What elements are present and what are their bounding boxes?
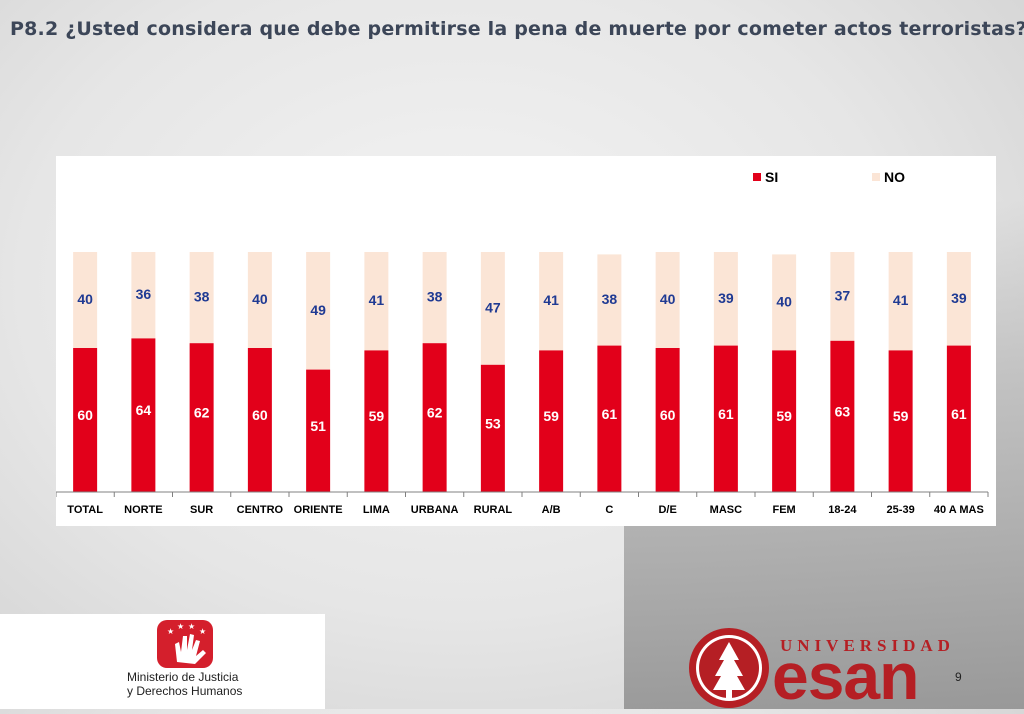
label-no-13: 37 xyxy=(835,287,851,303)
bar-no-8 xyxy=(539,252,564,351)
label-si-5: 59 xyxy=(369,408,385,424)
label-no-10: 40 xyxy=(660,291,676,307)
category-label-11: MASC xyxy=(710,504,742,516)
label-no-3: 40 xyxy=(252,291,268,307)
bar-si-14 xyxy=(888,350,913,492)
label-si-0: 60 xyxy=(77,407,93,423)
category-label-5: LIMA xyxy=(363,504,390,516)
bar-no-9 xyxy=(597,254,622,346)
esan-seal-icon xyxy=(689,628,769,708)
bar-si-8 xyxy=(539,350,564,492)
bar-no-7 xyxy=(480,252,505,365)
page-number: 9 xyxy=(955,670,962,684)
bar-no-4 xyxy=(306,252,331,370)
category-label-12: FEM xyxy=(773,504,796,516)
ministerio-line1: Ministerio de Justicia xyxy=(127,670,239,684)
label-si-12: 59 xyxy=(776,408,792,424)
svg-text:★: ★ xyxy=(199,627,206,636)
svg-text:★: ★ xyxy=(177,622,184,631)
label-si-1: 64 xyxy=(136,402,152,418)
label-no-6: 38 xyxy=(427,289,443,305)
category-label-7: RURAL xyxy=(474,504,513,516)
legend-swatch-no xyxy=(872,173,880,181)
label-si-10: 60 xyxy=(660,407,676,423)
label-si-2: 62 xyxy=(194,405,210,421)
bar-si-3 xyxy=(247,348,272,492)
category-label-1: NORTE xyxy=(124,504,163,516)
ministerio-line2: y Derechos Humanos xyxy=(127,684,243,698)
category-label-9: C xyxy=(605,504,613,516)
label-no-15: 39 xyxy=(951,290,967,306)
svg-text:★: ★ xyxy=(188,622,195,631)
label-si-7: 53 xyxy=(485,415,501,431)
label-no-7: 47 xyxy=(485,299,501,315)
bar-si-2 xyxy=(189,343,214,492)
hand-logo-icon: ★ ★ ★ ★ xyxy=(157,620,213,668)
label-si-9: 61 xyxy=(602,406,618,422)
bar-si-4 xyxy=(306,369,331,492)
category-label-8: A/B xyxy=(542,504,561,516)
label-si-14: 59 xyxy=(893,408,909,424)
label-si-4: 51 xyxy=(310,418,326,434)
bar-no-12 xyxy=(772,254,797,351)
label-si-15: 61 xyxy=(951,406,967,422)
legend-swatch-si xyxy=(753,173,761,181)
label-no-14: 41 xyxy=(893,292,909,308)
bar-no-6 xyxy=(422,252,447,344)
bar-si-10 xyxy=(655,348,680,492)
bar-si-11 xyxy=(713,345,738,492)
label-si-8: 59 xyxy=(543,408,559,424)
label-no-2: 38 xyxy=(194,289,210,305)
category-label-2: SUR xyxy=(190,504,213,516)
bar-si-6 xyxy=(422,343,447,492)
bar-no-11 xyxy=(713,252,738,346)
bar-si-9 xyxy=(597,345,622,492)
category-label-0: TOTAL xyxy=(67,504,103,516)
label-no-4: 49 xyxy=(310,302,326,318)
bar-si-7 xyxy=(480,364,505,492)
esan-universidad-text: UNIVERSIDAD xyxy=(780,636,955,655)
category-label-14: 25-39 xyxy=(887,504,915,516)
label-no-11: 39 xyxy=(718,290,734,306)
category-label-3: CENTRO xyxy=(237,504,284,516)
bar-no-5 xyxy=(364,252,389,351)
bar-no-10 xyxy=(655,252,680,348)
category-label-13: 18-24 xyxy=(828,504,857,516)
bar-no-2 xyxy=(189,252,214,344)
stacked-bar-chart: 60 40 TOTAL 64 36 NORTE 62 38 SUR 60 40 CENTRO 51 49 O… xyxy=(56,169,989,516)
svg-text:★: ★ xyxy=(167,627,174,636)
bar-no-15 xyxy=(946,252,971,346)
label-no-5: 41 xyxy=(369,292,385,308)
bar-no-3 xyxy=(247,252,272,348)
page-title: P8.2 ¿Usted considera que debe permitirs… xyxy=(10,18,1024,40)
bar-si-13 xyxy=(830,340,855,492)
bar-si-15 xyxy=(946,345,971,492)
legend-label-si: SI xyxy=(765,169,778,185)
bar-no-0 xyxy=(73,252,98,348)
label-no-8: 41 xyxy=(543,292,559,308)
category-label-6: URBANA xyxy=(411,504,459,516)
esan-wordmark: esan xyxy=(772,639,919,713)
legend-label-no: NO xyxy=(884,169,905,185)
chart-panel: 60 40 TOTAL 64 36 NORTE 62 38 SUR 60 40 CENTRO 51 49 O… xyxy=(56,156,996,526)
category-label-15: 40 A MAS xyxy=(934,504,984,516)
category-label-10: D/E xyxy=(658,504,676,516)
label-si-3: 60 xyxy=(252,407,268,423)
category-label-4: ORIENTE xyxy=(294,504,343,516)
label-no-9: 38 xyxy=(602,291,618,307)
bar-no-14 xyxy=(888,252,913,351)
label-no-1: 36 xyxy=(136,286,152,302)
bar-no-13 xyxy=(830,252,855,341)
bar-si-12 xyxy=(772,350,797,492)
bar-si-5 xyxy=(364,350,389,492)
bar-si-0 xyxy=(73,348,98,492)
label-no-0: 40 xyxy=(77,291,93,307)
label-si-11: 61 xyxy=(718,406,734,422)
bar-no-1 xyxy=(131,252,156,339)
label-no-12: 40 xyxy=(776,293,792,309)
ministerio-text: Ministerio de Justicia y Derechos Humano… xyxy=(127,670,242,698)
label-si-6: 62 xyxy=(427,405,443,421)
label-si-13: 63 xyxy=(835,403,851,419)
bar-si-1 xyxy=(131,338,156,492)
